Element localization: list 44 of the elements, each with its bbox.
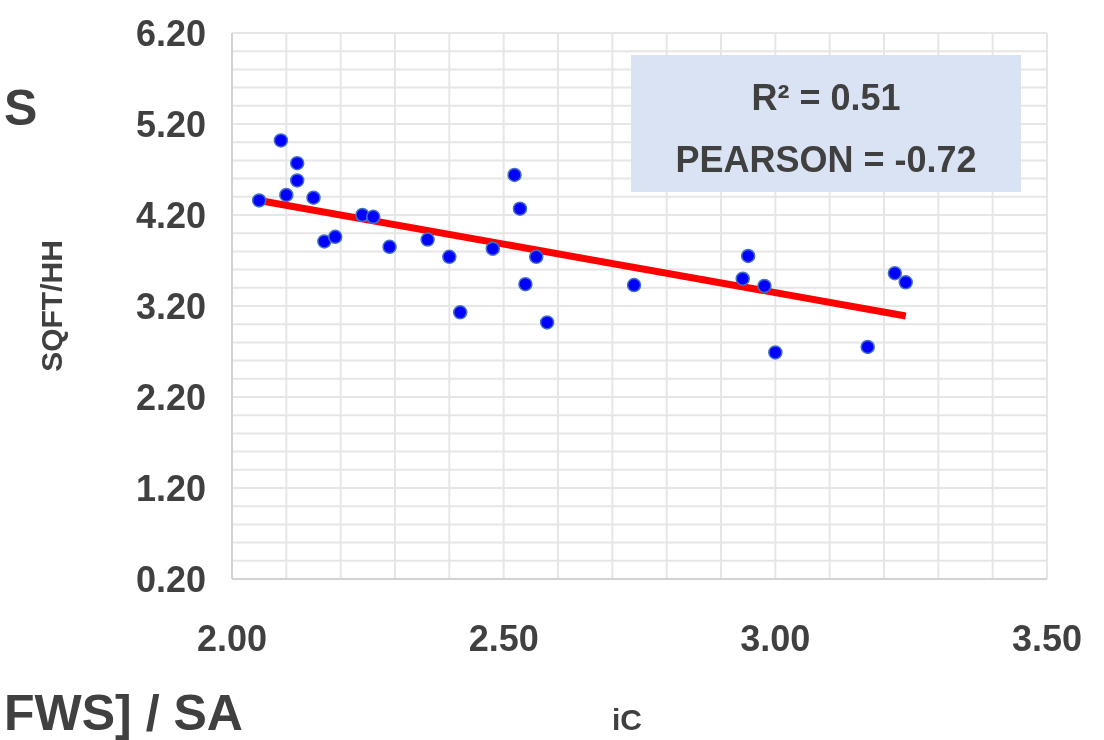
point <box>420 232 435 247</box>
x-tick-label: 2.00 <box>196 617 268 659</box>
y-tick-label: 1.20 <box>135 467 206 509</box>
y-tick-label: 2.20 <box>135 376 206 418</box>
point <box>757 278 772 294</box>
point <box>518 276 533 292</box>
text: S <box>4 80 38 136</box>
y-tick-label: 3.20 <box>135 285 206 327</box>
x-tick-label: 3.50 <box>1011 617 1083 659</box>
point <box>251 193 267 208</box>
point <box>366 209 381 225</box>
point <box>860 339 875 355</box>
y-tick-label: 6.20 <box>135 12 206 54</box>
point <box>626 277 642 293</box>
x-tick-label: 2.50 <box>468 617 539 659</box>
y-tick-label: 4.20 <box>135 194 206 236</box>
point <box>327 229 343 245</box>
point <box>529 249 544 265</box>
point <box>289 173 305 188</box>
annotation: PEARSON = -0.72 <box>675 139 977 180</box>
text: FWS] / SA <box>4 685 243 740</box>
point <box>289 155 305 171</box>
point <box>887 265 903 281</box>
point <box>768 345 783 360</box>
y-tick-label: 0.20 <box>135 558 206 600</box>
point <box>735 271 750 286</box>
text: iC <box>612 703 642 736</box>
point <box>898 275 913 290</box>
point <box>382 239 397 255</box>
y-tick-label: 5.20 <box>135 103 206 145</box>
point <box>512 201 528 216</box>
point <box>442 249 457 265</box>
x-tick-label: 3.00 <box>740 617 811 659</box>
point <box>539 315 555 330</box>
point <box>485 241 501 256</box>
point <box>306 190 321 205</box>
point <box>507 167 522 183</box>
point <box>317 234 332 249</box>
point <box>279 187 294 203</box>
point <box>452 305 468 320</box>
y-axis-title: SQFT/HH <box>35 240 68 372</box>
annotation: R² = 0.51 <box>751 77 901 118</box>
point <box>273 133 289 148</box>
point <box>740 248 756 264</box>
